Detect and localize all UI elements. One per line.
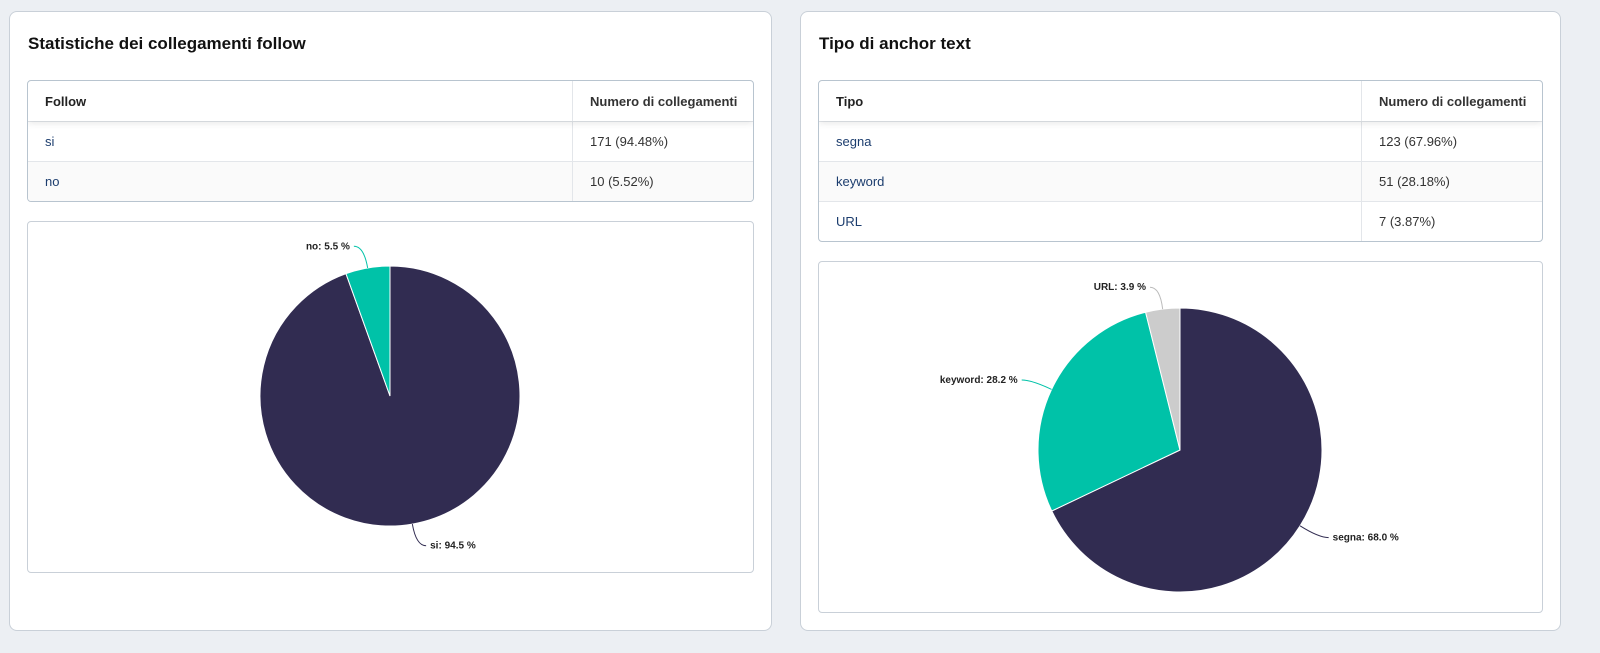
pie-slice-URL[interactable] [1144, 307, 1181, 451]
row-value: 171 (94.48%) [590, 134, 669, 149]
slice-label: URL: 3.9 % [1094, 282, 1146, 293]
table-row: no 10 (5.52%) [28, 161, 753, 201]
slice-label: keyword: 28.2 % [940, 375, 1018, 386]
column-header[interactable]: Numero di collegamenti [1379, 93, 1527, 109]
row-label: si [28, 122, 573, 161]
anchor-table: Tipo Numero di collegamenti segna 123 (6… [818, 80, 1543, 242]
card-title: Statistiche dei collegamenti follow [28, 34, 306, 53]
card-title: Tipo di anchor text [819, 34, 971, 53]
column-header[interactable]: Follow [28, 81, 573, 121]
row-label: segna [819, 122, 1362, 161]
pie-slice-no[interactable] [345, 265, 391, 397]
connector-line [1299, 525, 1329, 539]
pie-slice-keyword[interactable] [1037, 311, 1181, 512]
anchor-pie-chart: segna: 68.0 % keyword: 28.2 % URL: 3.9 % [818, 261, 1543, 613]
connector-line [1021, 379, 1052, 390]
table-row: URL 7 (3.87%) [819, 201, 1542, 241]
row-label: URL [819, 202, 1362, 241]
follow-pie-chart: si: 94.5 % no: 5.5 % [27, 221, 754, 573]
row-label: no [28, 162, 573, 201]
row-value: 123 (67.96%) [1379, 134, 1458, 149]
follow-stats-card: Statistiche dei collegamenti follow Foll… [9, 11, 772, 631]
table-row: keyword 51 (28.18%) [819, 161, 1542, 201]
slice-label: si: 94.5 % [430, 541, 476, 552]
follow-table: Follow Numero di collegamenti si 171 (94… [27, 80, 754, 202]
anchor-type-card: Tipo di anchor text Tipo Numero di colle… [800, 11, 1561, 631]
table-header: Tipo Numero di collegamenti [819, 81, 1542, 121]
row-value: 7 (3.87%) [1379, 214, 1436, 229]
connector-line [411, 523, 427, 547]
connector-line [1149, 286, 1164, 310]
slice-label: no: 5.5 % [306, 241, 350, 252]
row-label: keyword [819, 162, 1362, 201]
column-header[interactable]: Numero di collegamenti [590, 93, 738, 109]
pie-svg: segna: 68.0 % keyword: 28.2 % URL: 3.9 % [940, 282, 1399, 593]
table-row: segna 123 (67.96%) [819, 121, 1542, 161]
table-header: Follow Numero di collegamenti [28, 81, 753, 121]
pie-svg: si: 94.5 % no: 5.5 % [259, 241, 521, 552]
connector-line [353, 245, 369, 269]
pie-slice-segna[interactable] [1051, 307, 1323, 593]
slice-label: segna: 68.0 % [1333, 533, 1399, 544]
row-value: 10 (5.52%) [590, 174, 654, 189]
row-value: 51 (28.18%) [1379, 174, 1450, 189]
table-row: si 171 (94.48%) [28, 121, 753, 161]
column-header[interactable]: Tipo [819, 81, 1362, 121]
